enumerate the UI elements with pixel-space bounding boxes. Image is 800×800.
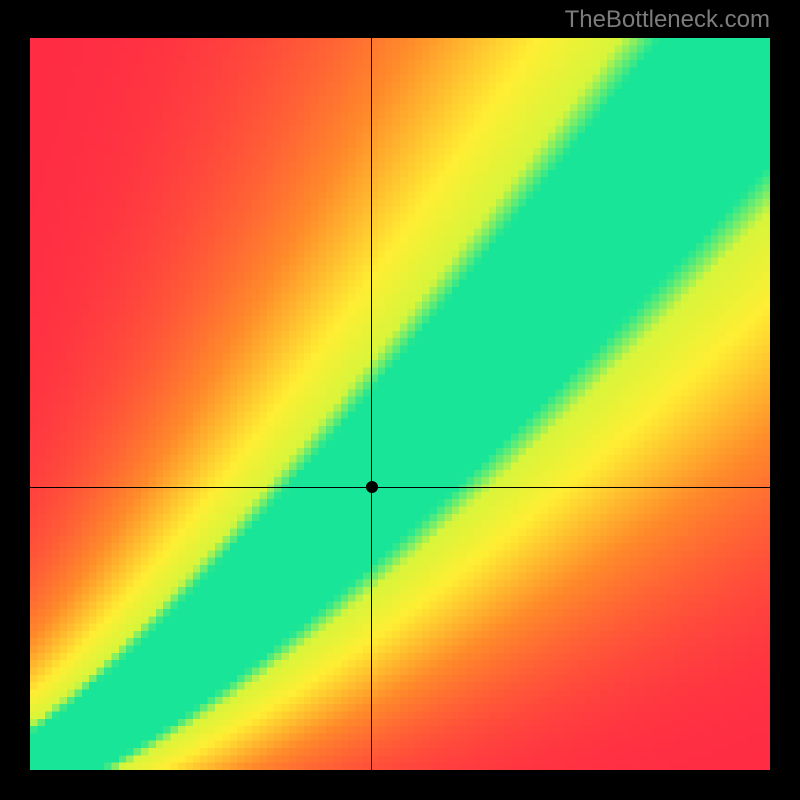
heatmap-canvas xyxy=(30,38,770,770)
crosshair-horizontal xyxy=(30,487,770,488)
chart-frame: TheBottleneck.com xyxy=(0,0,800,800)
crosshair-marker xyxy=(366,481,378,493)
watermark-text: TheBottleneck.com xyxy=(565,6,770,34)
crosshair-vertical xyxy=(371,38,372,770)
heatmap-plot xyxy=(30,38,770,770)
